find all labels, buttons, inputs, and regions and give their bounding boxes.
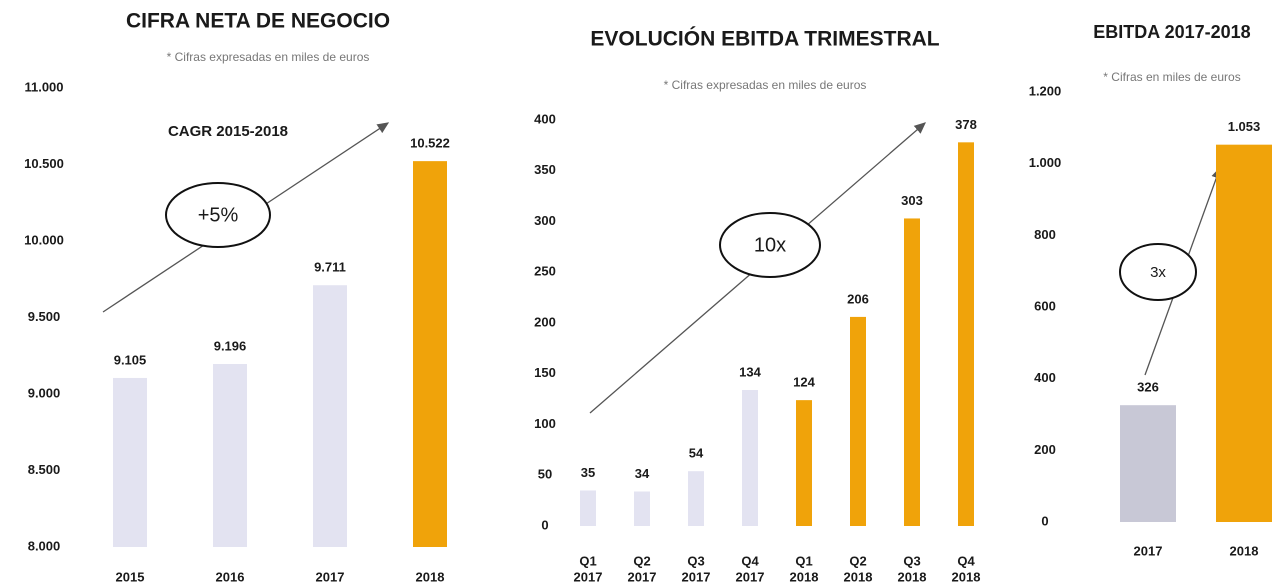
value-label: 34 bbox=[635, 466, 650, 481]
bar bbox=[850, 316, 866, 526]
value-label: 303 bbox=[901, 193, 923, 208]
x-tick-label: 2017 bbox=[682, 569, 711, 583]
bar bbox=[580, 490, 596, 526]
bar bbox=[113, 377, 147, 547]
x-tick-label: Q1 bbox=[795, 553, 812, 568]
x-tick-label: Q2 bbox=[633, 553, 650, 568]
annotation-ellipse bbox=[719, 212, 821, 278]
bar bbox=[796, 400, 812, 526]
value-label: 9.711 bbox=[314, 260, 346, 275]
bar bbox=[213, 364, 247, 547]
y-tick-label: 0 bbox=[541, 517, 548, 532]
y-tick-label: 250 bbox=[534, 264, 556, 279]
x-tick-label: Q1 bbox=[579, 553, 596, 568]
y-tick-label: 600 bbox=[1034, 298, 1056, 313]
value-label: 124 bbox=[793, 375, 815, 390]
y-tick-label: 350 bbox=[534, 162, 556, 177]
chart-subtitle: * Cifras en miles de euros bbox=[1103, 70, 1240, 84]
annotation: 3x bbox=[1150, 264, 1166, 281]
y-tick-label: 200 bbox=[1034, 442, 1056, 457]
annotation: +5% bbox=[198, 204, 239, 226]
y-tick-label: 8.500 bbox=[28, 462, 61, 477]
x-tick-label: 2017 bbox=[1134, 543, 1163, 558]
value-label: 9.105 bbox=[114, 352, 147, 367]
value-label: 206 bbox=[847, 291, 869, 306]
y-tick-label: 400 bbox=[534, 111, 556, 126]
y-tick-label: 400 bbox=[1034, 370, 1056, 385]
x-tick-label: 2017 bbox=[736, 569, 765, 583]
annotation: CAGR 2015-2018 bbox=[168, 123, 288, 140]
y-tick-label: 10.000 bbox=[24, 232, 64, 247]
y-tick-label: 800 bbox=[1034, 227, 1056, 242]
y-tick-label: 300 bbox=[534, 213, 556, 228]
value-label: 35 bbox=[581, 465, 595, 480]
y-tick-label: 9.500 bbox=[28, 309, 61, 324]
bar bbox=[1120, 405, 1176, 522]
chart-title: EBITDA 2017-2018 bbox=[1093, 22, 1250, 42]
y-tick-label: 8.000 bbox=[28, 538, 61, 553]
x-tick-label: 2017 bbox=[628, 569, 657, 583]
value-label: 1.053 bbox=[1228, 119, 1261, 134]
y-tick-label: 11.000 bbox=[24, 79, 63, 94]
chart-title: EVOLUCIÓN EBITDA TRIMESTRAL bbox=[590, 27, 939, 51]
bar bbox=[634, 491, 650, 526]
x-tick-label: 2018 bbox=[898, 569, 927, 583]
y-tick-label: 1.200 bbox=[1029, 83, 1062, 98]
y-tick-label: 0 bbox=[1041, 513, 1048, 528]
bar bbox=[742, 389, 758, 526]
x-tick-label: Q2 bbox=[849, 553, 866, 568]
x-tick-label: Q4 bbox=[741, 553, 759, 568]
y-tick-label: 100 bbox=[534, 416, 556, 431]
value-label: 326 bbox=[1137, 380, 1159, 395]
y-tick-label: 200 bbox=[534, 314, 556, 329]
x-tick-label: Q3 bbox=[687, 553, 704, 568]
y-tick-label: 10.500 bbox=[24, 156, 64, 171]
x-tick-label: 2018 bbox=[844, 569, 873, 583]
x-tick-label: Q4 bbox=[957, 553, 975, 568]
y-tick-label: 9.000 bbox=[28, 385, 61, 400]
annotation: 10x bbox=[754, 234, 786, 256]
x-tick-label: 2018 bbox=[416, 569, 445, 583]
x-tick-label: 2015 bbox=[116, 569, 145, 583]
chart-subtitle: * Cifras expresadas en miles de euros bbox=[664, 78, 867, 92]
x-tick-label: 2017 bbox=[316, 569, 345, 583]
value-label: 134 bbox=[739, 364, 761, 379]
bar bbox=[413, 161, 447, 547]
bar bbox=[958, 142, 974, 526]
bar bbox=[1216, 144, 1272, 523]
value-label: 54 bbox=[689, 446, 704, 461]
x-tick-label: 2018 bbox=[1230, 543, 1259, 558]
chart-title: CIFRA NETA DE NEGOCIO bbox=[126, 10, 390, 33]
y-tick-label: 50 bbox=[538, 467, 552, 482]
annotation-ellipse bbox=[1119, 243, 1197, 301]
annotation-ellipse bbox=[165, 182, 271, 248]
x-tick-label: 2018 bbox=[790, 569, 819, 583]
bar bbox=[904, 218, 920, 526]
value-label: 10.522 bbox=[410, 136, 450, 151]
x-tick-label: 2016 bbox=[216, 569, 245, 583]
value-label: 378 bbox=[955, 117, 977, 132]
bar bbox=[688, 471, 704, 526]
y-tick-label: 1.000 bbox=[1029, 155, 1062, 170]
x-tick-label: 2018 bbox=[952, 569, 981, 583]
x-tick-label: 2017 bbox=[574, 569, 603, 583]
bar bbox=[313, 285, 347, 547]
y-tick-label: 150 bbox=[534, 365, 556, 380]
x-tick-label: Q3 bbox=[903, 553, 920, 568]
value-label: 9.196 bbox=[214, 338, 247, 353]
chart-subtitle: * Cifras expresadas en miles de euros bbox=[167, 50, 370, 64]
